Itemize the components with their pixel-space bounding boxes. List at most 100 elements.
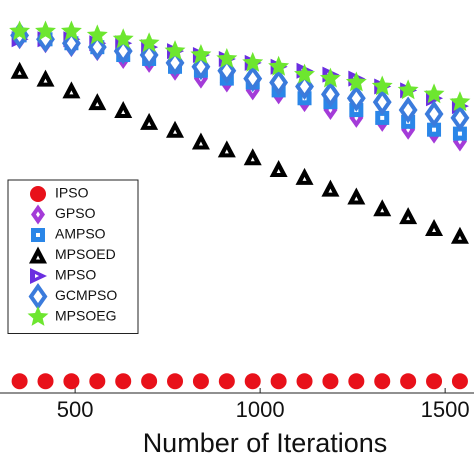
star: [138, 32, 160, 53]
marker: [269, 69, 289, 97]
marker: [190, 44, 212, 64]
marker: [424, 100, 444, 128]
circle: [115, 373, 132, 390]
marker: [319, 67, 341, 88]
marker: [294, 63, 315, 84]
marker: [452, 126, 467, 141]
star: [190, 44, 212, 64]
triangle-inner: [43, 78, 48, 83]
circle: [322, 373, 339, 390]
triangle: [62, 81, 81, 99]
legend-label: MPSOEG: [55, 308, 116, 324]
triangle-inner: [17, 70, 22, 75]
square-inner: [380, 115, 385, 120]
x-tick-label: 1000: [236, 397, 285, 422]
marker: [347, 187, 366, 205]
marker: [373, 199, 392, 217]
star: [294, 63, 315, 84]
marker: [345, 71, 367, 92]
marker: [218, 373, 235, 390]
triangle: [243, 148, 262, 166]
marker: [321, 179, 340, 197]
diamond: [424, 100, 444, 128]
circle: [192, 373, 209, 390]
star: [319, 67, 341, 88]
marker: [37, 373, 54, 390]
marker: [295, 167, 314, 185]
star: [423, 83, 445, 104]
marker: [397, 79, 419, 100]
circle: [11, 373, 28, 390]
marker: [243, 148, 262, 166]
triangle-inner: [35, 274, 39, 278]
marker: [191, 132, 210, 150]
marker: [242, 51, 264, 72]
circle: [141, 373, 158, 390]
marker: [371, 75, 393, 96]
marker: [192, 373, 209, 390]
square-inner: [457, 131, 462, 136]
marker: [426, 373, 443, 390]
marker: [140, 112, 159, 130]
marker: [9, 20, 31, 41]
diamond: [372, 88, 392, 116]
marker: [167, 373, 184, 390]
circle: [63, 373, 80, 390]
triangle-inner: [224, 149, 229, 154]
triangle: [295, 167, 314, 185]
star: [164, 40, 186, 60]
marker: [115, 373, 132, 390]
legend-label: IPSO: [55, 185, 89, 201]
star: [268, 55, 290, 76]
triangle: [425, 218, 444, 236]
diamond: [243, 65, 263, 93]
marker: [243, 65, 263, 93]
marker: [31, 204, 45, 225]
circle: [37, 373, 54, 390]
legend-label: MPSO: [55, 267, 96, 283]
star: [112, 28, 134, 49]
circle: [348, 373, 365, 390]
triangle-inner: [302, 176, 307, 181]
triangle: [140, 112, 159, 130]
marker: [270, 373, 287, 390]
marker: [112, 28, 134, 49]
triangle: [321, 179, 340, 197]
marker: [30, 186, 46, 202]
x-tick-label: 1500: [421, 397, 470, 422]
star: [397, 79, 419, 100]
star: [60, 20, 82, 41]
legend-box: [7, 179, 139, 334]
marker: [62, 81, 81, 99]
triangle-inner: [147, 121, 152, 126]
diamond-inner: [36, 211, 40, 218]
marker: [398, 96, 418, 124]
marker: [346, 84, 366, 112]
marker: [375, 110, 390, 125]
marker: [216, 47, 238, 68]
marker: [36, 69, 55, 87]
marker: [374, 373, 391, 390]
diamond: [346, 84, 366, 112]
star: [242, 51, 264, 72]
triangle-inner: [328, 188, 333, 193]
marker: [27, 306, 49, 326]
marker: [114, 101, 133, 119]
star: [371, 75, 393, 96]
circle: [400, 373, 417, 390]
triangle: [10, 61, 29, 79]
star: [449, 91, 471, 112]
triangle: [166, 120, 185, 138]
triangle-inner: [198, 141, 203, 146]
triangle-inner: [250, 157, 255, 162]
marker: [11, 373, 28, 390]
circle: [218, 373, 235, 390]
marker: [244, 373, 261, 390]
triangle: [399, 207, 418, 225]
triangle-inner: [95, 102, 100, 107]
marker: [30, 268, 47, 284]
legend-label: AMPSO: [55, 226, 106, 242]
triangle: [269, 159, 288, 177]
marker: [427, 122, 442, 137]
